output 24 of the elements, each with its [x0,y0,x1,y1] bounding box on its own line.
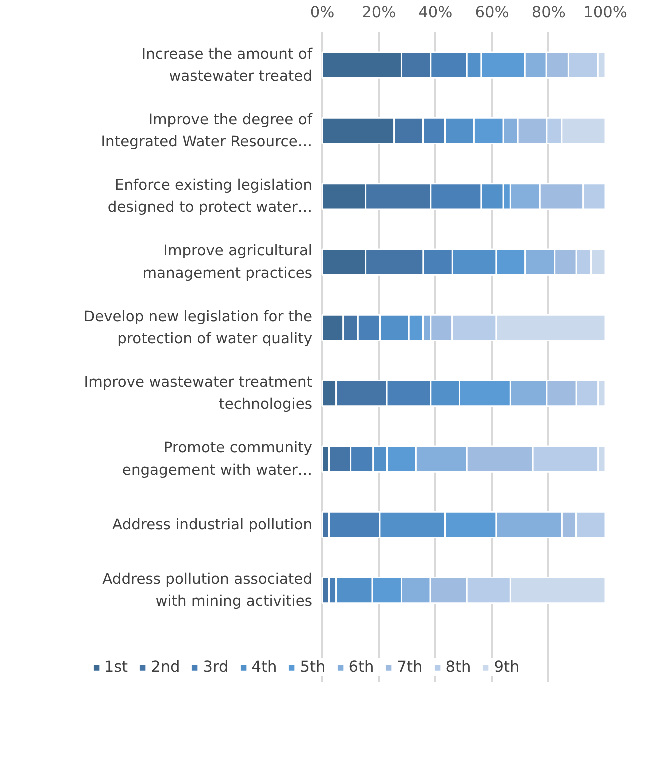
y-tick-label: Improve agricultural management practices [142,242,313,282]
legend-label: 7th [397,658,423,676]
x-tick-label: 100% [584,4,628,22]
y-tick-label: Enforce existing legislation designed to protect water… [108,177,313,216]
legend-label: 4th [252,658,278,676]
y-tick-label: Increase the amount of wastewater treated [142,46,314,85]
legend-label: 3rd [203,658,229,676]
y-tick-label: Improve the degree of Integrated Water Resource… [101,111,314,151]
legend-label: 9th [494,658,520,676]
y-tick-label: Promote community engagement with water… [122,440,313,479]
legend-label: 5th [300,658,326,676]
y-tick-label: Address pollution associated with mining activities [102,571,313,610]
y-tick-label: Address industrial pollution [112,516,313,534]
x-tick-label: 0% [310,4,335,22]
y-tick-label: Develop new legislation for the protection of water quality [84,308,313,348]
x-tick-label: 20% [362,4,396,22]
x-tick-label: 40% [418,4,453,22]
y-tick-label: Improve wastewater treatment technologies [84,374,313,414]
legend-label: 2nd [151,658,180,676]
x-tick-label: 80% [532,4,566,22]
x-tick-label: 60% [475,4,510,22]
legend-label: 6th [348,658,374,676]
legend-label: 1st [104,658,128,676]
legend-label: 8th [446,658,472,676]
